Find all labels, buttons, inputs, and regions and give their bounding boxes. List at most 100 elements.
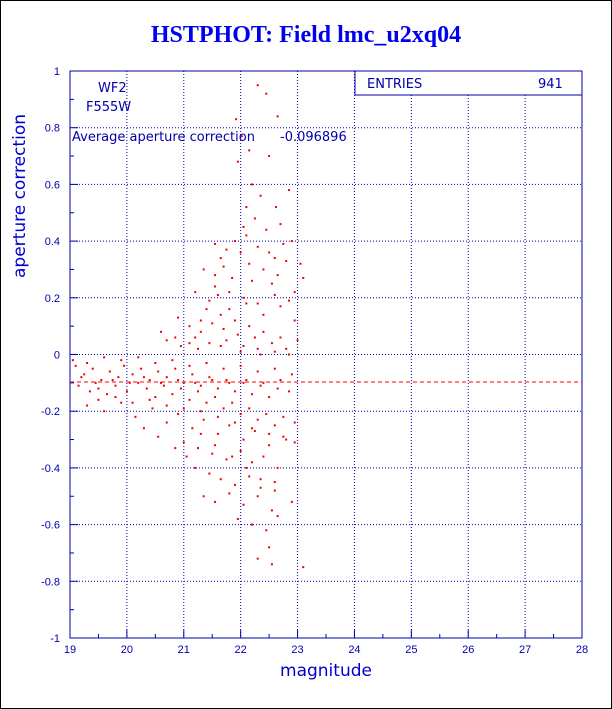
data-point [259,353,262,356]
data-point [165,376,168,379]
data-point [148,379,151,382]
data-point [276,387,279,390]
data-point [194,291,197,294]
data-point [185,455,188,458]
data-point [262,381,265,384]
data-point [191,373,194,376]
data-point [154,396,157,399]
data-point [251,279,254,282]
data-point [228,424,231,427]
data-point [199,319,202,322]
data-point [256,495,259,498]
data-point [97,387,100,390]
data-point [162,384,165,387]
data-point [225,339,228,342]
data-point [216,293,219,296]
data-point [253,336,256,339]
x-tick-label: 23 [291,644,303,656]
data-point [233,421,236,424]
data-point [182,407,185,410]
data-point [211,322,214,325]
data-point [208,376,211,379]
data-point [288,299,291,302]
data-point [114,384,117,387]
data-point [262,455,265,458]
data-point [228,381,231,384]
data-point [256,302,259,305]
data-point [239,251,242,254]
data-point [270,509,273,512]
y-tick-label: 0.6 [45,179,60,191]
data-point [174,367,177,370]
data-point [268,546,271,549]
data-point [225,458,228,461]
data-point [299,262,302,265]
data-point [270,563,273,566]
data-point [134,415,137,418]
data-point [268,251,271,254]
data-point [225,379,228,382]
data-point [239,364,242,367]
data-point [231,276,234,279]
data-point [194,466,197,469]
data-point [242,344,245,347]
data-point [245,466,248,469]
data-point [293,319,296,322]
data-point [273,367,276,370]
filter-label: F555W [86,100,131,115]
data-point [242,438,245,441]
average-label: Average aperture correction [72,130,255,145]
data-point [273,293,276,296]
data-point [276,274,279,277]
y-tick-label: 0.8 [45,123,60,135]
data-point [120,359,123,362]
data-point [256,347,259,350]
data-point [177,379,180,382]
data-point [219,257,222,260]
data-point [216,387,219,390]
data-point [251,427,254,430]
data-point [157,435,160,438]
data-point [197,347,199,350]
x-tick-label: 25 [405,644,417,656]
data-point [251,523,254,526]
data-point [148,398,151,401]
data-point [211,379,214,382]
data-point [222,367,225,370]
data-point [86,404,89,407]
y-tick-label: -0.6 [41,520,60,532]
data-point [103,356,106,359]
data-point [285,259,288,262]
data-point [288,189,291,192]
data-point [165,421,168,424]
data-point [117,376,120,379]
data-point [233,390,236,393]
data-point [86,362,89,365]
data-point [137,356,140,359]
data-point [214,396,217,399]
data-point [88,390,91,393]
data-point [202,418,205,421]
data-point [242,296,245,299]
data-point [123,364,126,367]
axis-ticks: 19 20 21 22 23 24 25 26 27 28 1 0.8 0.6 0.4 0.2 0 -0.2 -0… [41,66,588,656]
data-point [259,384,262,387]
data-point [302,566,305,569]
data-point [225,248,228,251]
data-point [236,517,239,520]
data-point [276,115,279,118]
data-point [199,384,202,387]
data-point [274,206,277,209]
data-point [108,370,111,373]
data-point [273,489,276,492]
y-tick-label: 0 [54,350,60,362]
data-point [279,305,282,308]
data-point [188,342,191,345]
data-point [256,245,259,248]
data-point [273,481,276,484]
data-point [228,492,231,495]
x-tick-label: 22 [235,644,247,656]
data-point [199,432,202,435]
data-point [251,461,254,464]
data-point [131,401,134,404]
